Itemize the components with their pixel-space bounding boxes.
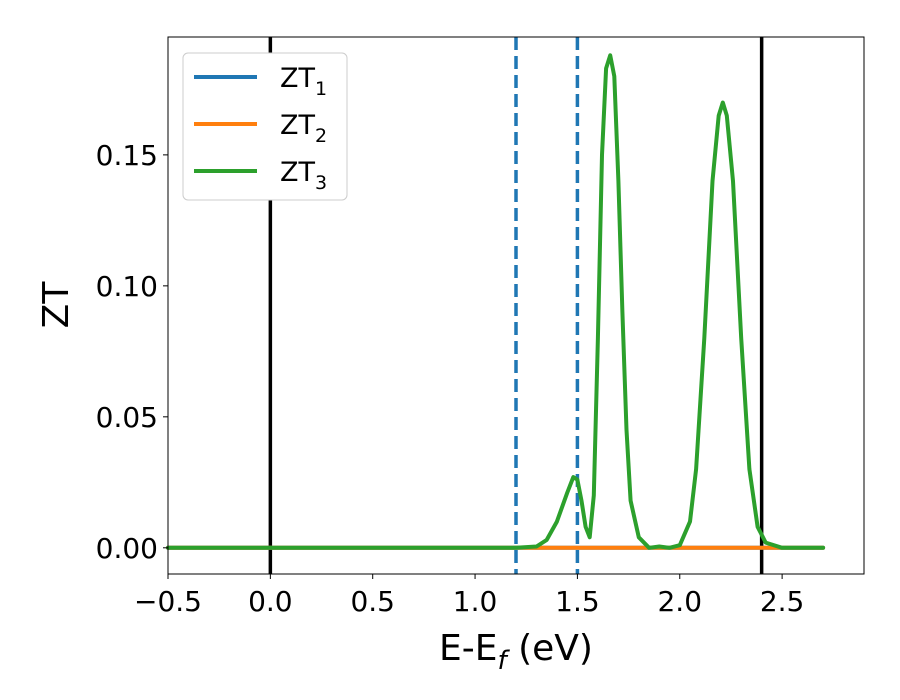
- y-axis-ticks: 0.00 0.05 0.10 0.15: [96, 139, 168, 565]
- x-tick-label: 2.0: [657, 585, 702, 618]
- x-axis-title: E-Ef (eV): [439, 628, 593, 676]
- y-tick-label: 0.10: [96, 270, 158, 303]
- x-tick-label: 1.5: [555, 585, 600, 618]
- series-lines: [166, 53, 826, 550]
- x-tick-label: −0.5: [134, 585, 202, 618]
- legend-box: [182, 52, 348, 201]
- y-tick-label: 0.05: [96, 401, 158, 434]
- x-tick-label: 1.0: [453, 585, 498, 618]
- series-line-3: [166, 53, 826, 550]
- y-tick-label: 0.15: [96, 139, 158, 172]
- x-tick-label: 0.5: [350, 585, 395, 618]
- legend-label-2: ZT2: [280, 110, 327, 147]
- legend: ZT1 ZT2 ZT3: [182, 52, 348, 201]
- plot-frame: [167, 36, 865, 575]
- x-tick-label: 2.5: [760, 585, 805, 618]
- y-tick-label: 0.00: [96, 532, 158, 565]
- x-axis-ticks: −0.5 0.0 0.5 1.0 1.5 2.0 2.5: [134, 574, 804, 618]
- x-tick-label: 0.0: [248, 585, 293, 618]
- legend-label-3: ZT3: [280, 157, 327, 194]
- y-axis-title: ZT: [36, 281, 77, 329]
- legend-label-1: ZT1: [280, 63, 327, 100]
